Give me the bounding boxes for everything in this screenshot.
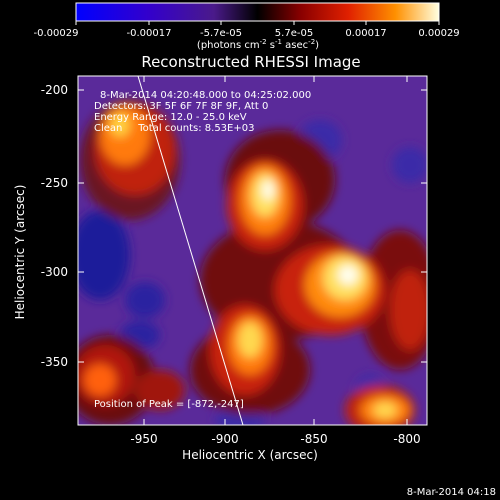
y-tick-label: -200 [41,83,68,97]
x-axis-label: Heliocentric X (arcsec) [182,448,318,462]
y-tick-label: -250 [41,176,68,190]
energy-range-text: Energy Range: 12.0 - 25.0 keV [94,112,247,123]
colorbar [75,2,440,22]
colorbar-tick-label: -0.00029 [34,28,79,39]
y-tick-label: -300 [41,265,68,279]
colorbar-tick-label: -0.00017 [127,28,172,39]
colorbar-tick-label: 5.7e-05 [275,28,313,39]
colorbar-tick-label: -5.7e-05 [200,28,242,39]
x-tick-label: -850 [300,432,327,446]
footer-date: 8-Mar-2014 04:18 [407,487,496,498]
y-tick-label: -350 [41,355,68,369]
rhessi-image [78,76,427,425]
y-axis-label: Heliocentric Y (arcsec) [13,185,27,320]
method-text: Clean Total counts: 8.53E+03 [94,123,254,134]
peak-position-text: Position of Peak = [-872,-247] [94,399,244,410]
plot-frame [77,75,428,426]
time-range-text: 8-Mar-2014 04:20:48.000 to 04:25:02.000 [100,90,311,101]
y-axis-ticks [78,89,427,363]
colorbar-ticks [75,21,440,25]
x-tick-label: -800 [393,432,420,446]
info-block: 8-Mar-2014 04:20:48.000 to 04:25:02.000 … [94,90,311,134]
x-axis-ticks [143,76,408,425]
colorbar-tick-label: 0.00017 [345,28,386,39]
colorbar-unit: (photons cm-2 s-1 asec-2) [197,38,319,51]
detectors-text: Detectors: 3F 5F 6F 7F 8F 9F, Att 0 [94,101,268,112]
colorbar-tick-label: 0.00029 [418,28,459,39]
plot-title: Reconstructed RHESSI Image [141,53,360,71]
x-tick-label: -950 [130,432,157,446]
x-tick-label: -900 [211,432,238,446]
solar-limb-line [137,76,244,425]
